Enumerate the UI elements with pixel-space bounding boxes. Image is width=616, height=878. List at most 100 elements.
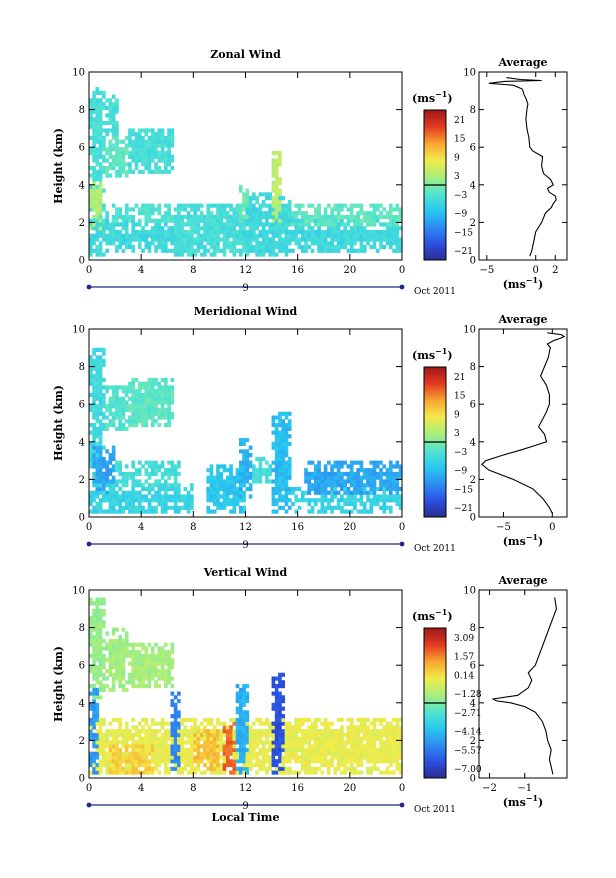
heatmap-cell xyxy=(167,158,171,163)
heatmap-cell xyxy=(242,717,246,722)
heatmap-cell xyxy=(170,642,175,647)
heatmap-cell xyxy=(183,241,188,246)
heatmap-cell xyxy=(150,464,155,469)
heatmap-cell xyxy=(320,479,325,484)
heatmap-cell xyxy=(102,620,106,625)
heatmap-cell xyxy=(274,721,279,726)
heatmap-cell xyxy=(287,725,292,730)
heatmap-cell xyxy=(154,377,158,383)
heatmap-cell xyxy=(372,744,377,749)
heatmap-cell xyxy=(121,650,126,655)
heatmap-cell xyxy=(121,162,126,167)
heatmap-cell xyxy=(232,207,237,212)
heatmap-cell xyxy=(375,248,380,253)
colorbar-tick-label: −3 xyxy=(454,191,468,201)
heatmap-cell xyxy=(167,475,171,480)
heatmap-cell xyxy=(353,736,357,741)
heatmap-cell xyxy=(369,486,374,492)
colorbar-swatch xyxy=(424,177,446,181)
heatmap-cell xyxy=(167,759,171,764)
heatmap-cell xyxy=(137,721,142,726)
heatmap-cell xyxy=(278,226,282,231)
heatmap-cell xyxy=(346,248,351,253)
heatmap-cell xyxy=(242,456,246,461)
heatmap-cell xyxy=(108,490,113,495)
heatmap-cell xyxy=(278,244,282,250)
heatmap-cell xyxy=(199,214,204,220)
heatmap-cell xyxy=(89,150,93,156)
heatmap-cell xyxy=(206,479,211,484)
heatmap-cell xyxy=(134,676,139,681)
heatmap-cell xyxy=(170,396,175,401)
heatmap-cell xyxy=(118,505,122,510)
heatmap-cell xyxy=(157,139,162,144)
average-x-label-close: ) xyxy=(538,796,543,809)
heatmap-cell xyxy=(327,751,331,756)
heatmap-cell xyxy=(144,166,149,171)
heatmap-cell xyxy=(307,725,312,730)
heatmap-cell xyxy=(98,90,103,95)
heatmap-cell xyxy=(287,498,292,503)
heatmap-cell xyxy=(163,509,168,514)
heatmap-cell xyxy=(245,438,250,443)
heatmap-cell xyxy=(163,135,168,141)
colorbar-swatch xyxy=(424,655,446,659)
heatmap-cell xyxy=(177,460,181,465)
heatmap-cell xyxy=(219,762,224,768)
colorbar-unit-base: (ms xyxy=(412,92,435,105)
heatmap-cell xyxy=(265,460,269,465)
heatmap-cell xyxy=(392,233,396,238)
heatmap-cell xyxy=(323,732,328,738)
heatmap-cell xyxy=(274,252,279,257)
heatmap-cell xyxy=(395,479,400,484)
heatmap-cell xyxy=(242,464,246,469)
heatmap-cell xyxy=(128,423,132,428)
heatmap-cell xyxy=(102,426,106,431)
heatmap-cell xyxy=(157,494,162,499)
heatmap-cell xyxy=(206,241,211,246)
x-tick-label: 20 xyxy=(343,522,356,533)
heatmap-cell xyxy=(108,423,113,428)
heatmap-cell xyxy=(248,755,253,760)
heatmap-cell xyxy=(105,407,109,413)
heatmap-cell xyxy=(232,222,237,227)
heatmap-cell xyxy=(265,237,269,242)
heatmap-cell xyxy=(150,233,155,238)
colorbar-tick-label: 9 xyxy=(454,410,460,420)
average-y-tick-label: 6 xyxy=(470,143,476,154)
heatmap-cell xyxy=(167,657,171,662)
heatmap-cell xyxy=(287,486,292,492)
heatmap-cell xyxy=(261,211,266,216)
heatmap-cell xyxy=(340,483,344,488)
heatmap-cell xyxy=(111,385,116,390)
heatmap-cell xyxy=(313,241,318,246)
heatmap-cell xyxy=(320,241,325,246)
heatmap-cell xyxy=(261,233,266,238)
heatmap-cell xyxy=(392,747,396,753)
heatmap-cell xyxy=(395,229,400,235)
heatmap-cell xyxy=(297,207,302,212)
date-bar-start xyxy=(86,541,92,547)
heatmap-cell xyxy=(144,759,149,764)
heatmap-cell xyxy=(89,102,93,107)
heatmap-cell xyxy=(395,241,400,246)
colorbar-swatch xyxy=(424,442,446,445)
heatmap-cell xyxy=(108,650,113,655)
heatmap-cell xyxy=(294,226,299,231)
heatmap-cell xyxy=(274,684,279,689)
heatmap-cell xyxy=(115,411,119,416)
heatmap-cell xyxy=(89,207,93,212)
heatmap-cell xyxy=(313,729,318,734)
heatmap-cell xyxy=(131,646,136,651)
heatmap-cell xyxy=(92,665,96,670)
heatmap-cell xyxy=(144,665,149,670)
heatmap-cell xyxy=(388,233,393,238)
heatmap-cell xyxy=(238,248,243,253)
heatmap-cell xyxy=(144,740,149,745)
colorbar-swatch xyxy=(424,437,446,440)
heatmap-cell xyxy=(92,90,96,95)
heatmap-cell xyxy=(98,347,103,352)
heatmap-cell xyxy=(248,483,253,488)
heatmap-cell xyxy=(124,135,129,141)
heatmap-cell xyxy=(105,642,109,647)
